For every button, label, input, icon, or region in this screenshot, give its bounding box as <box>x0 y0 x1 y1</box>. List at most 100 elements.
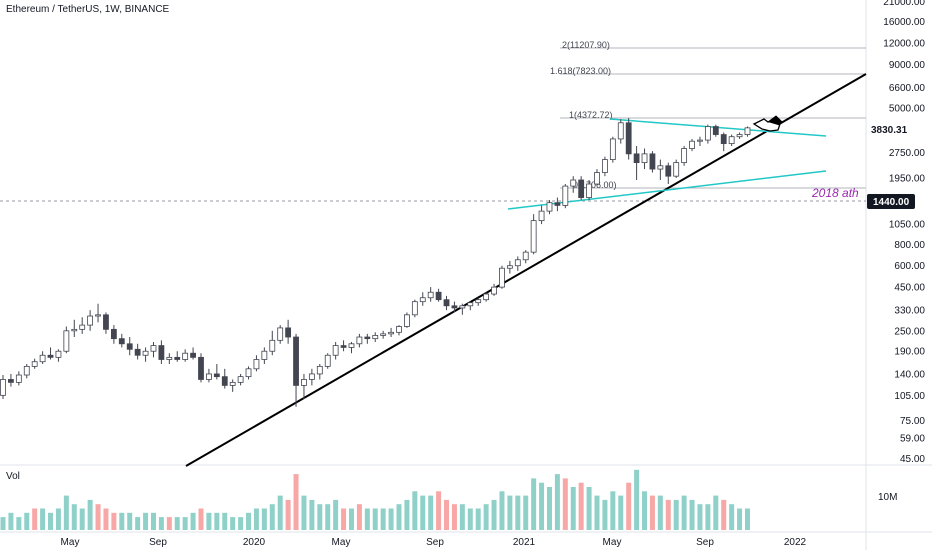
candle[interactable] <box>744 126 751 137</box>
price-axis[interactable]: 21000.00 16000.00 12000.00 9000.00 6600.00 50… <box>883 0 925 465</box>
candle[interactable] <box>39 351 46 365</box>
candle[interactable] <box>23 364 30 379</box>
candle[interactable] <box>269 330 276 356</box>
candle[interactable] <box>388 327 394 338</box>
candle[interactable] <box>657 159 664 180</box>
candle[interactable] <box>578 176 585 201</box>
candle[interactable] <box>404 312 410 328</box>
candle[interactable] <box>8 373 14 387</box>
candle[interactable] <box>308 368 315 386</box>
candle[interactable] <box>673 159 680 179</box>
candle[interactable] <box>720 132 727 152</box>
candle[interactable] <box>198 353 204 383</box>
candle[interactable] <box>459 303 466 315</box>
candle[interactable] <box>110 325 117 344</box>
candle[interactable] <box>71 319 78 338</box>
candle[interactable] <box>277 325 284 344</box>
candle[interactable] <box>356 333 363 348</box>
candle[interactable] <box>506 260 513 274</box>
candle[interactable] <box>103 312 109 334</box>
candle[interactable] <box>301 373 307 399</box>
candle[interactable] <box>372 332 379 343</box>
trendline[interactable] <box>185 73 867 467</box>
candle[interactable] <box>142 347 149 362</box>
candle[interactable] <box>31 358 38 369</box>
candle[interactable] <box>332 342 339 360</box>
candle[interactable] <box>617 119 624 144</box>
candle[interactable] <box>126 337 133 356</box>
candle[interactable] <box>0 375 6 399</box>
candle[interactable] <box>166 353 173 365</box>
channel-lower-line[interactable] <box>507 170 827 210</box>
candle[interactable] <box>665 162 672 185</box>
candle[interactable] <box>704 124 711 144</box>
candle[interactable] <box>253 355 260 372</box>
candle[interactable] <box>213 364 220 380</box>
candle[interactable] <box>681 146 688 166</box>
candle[interactable] <box>562 184 569 209</box>
candle[interactable] <box>158 340 165 365</box>
candle[interactable] <box>712 124 719 137</box>
candle[interactable] <box>55 349 62 362</box>
candle[interactable] <box>245 366 252 380</box>
candle[interactable] <box>174 351 181 362</box>
candle[interactable] <box>316 364 323 380</box>
candle[interactable] <box>134 343 141 360</box>
candle[interactable] <box>419 292 426 306</box>
candle[interactable] <box>586 179 592 201</box>
candle[interactable] <box>697 136 703 147</box>
candle[interactable] <box>396 325 402 336</box>
candle[interactable] <box>514 256 521 271</box>
candle[interactable] <box>451 301 458 313</box>
candle[interactable] <box>206 368 212 383</box>
candle[interactable] <box>118 333 125 348</box>
candle[interactable] <box>411 299 418 318</box>
candle[interactable] <box>95 303 101 323</box>
candle[interactable] <box>602 156 608 177</box>
candle[interactable] <box>293 333 299 407</box>
candle[interactable] <box>229 379 236 392</box>
candle[interactable] <box>609 136 616 163</box>
candle[interactable] <box>261 347 268 365</box>
candle[interactable] <box>221 368 228 389</box>
candle[interactable] <box>348 342 355 354</box>
candle[interactable] <box>380 330 387 339</box>
candle[interactable] <box>237 373 244 386</box>
candle[interactable] <box>594 169 600 187</box>
candle[interactable] <box>570 176 577 193</box>
candle[interactable] <box>63 326 70 354</box>
candle[interactable] <box>467 301 474 311</box>
candle[interactable] <box>689 138 695 152</box>
candle[interactable] <box>649 151 656 173</box>
candle[interactable] <box>483 292 490 302</box>
candle[interactable] <box>443 295 450 311</box>
candle[interactable] <box>633 146 640 180</box>
candle[interactable] <box>530 214 537 255</box>
candle[interactable] <box>499 265 505 289</box>
candle[interactable] <box>538 205 545 225</box>
candle[interactable] <box>79 317 86 334</box>
candle[interactable] <box>546 200 553 215</box>
candle[interactable] <box>190 347 196 360</box>
candle[interactable] <box>87 310 94 331</box>
candle[interactable] <box>324 353 331 369</box>
candle[interactable] <box>728 134 735 147</box>
candle[interactable] <box>625 118 632 160</box>
candle[interactable] <box>736 132 743 139</box>
time-axis[interactable]: May Sep 2020 May Sep 2021 May Sep 2022 <box>61 537 807 548</box>
candle[interactable] <box>554 197 561 212</box>
candle[interactable] <box>364 333 371 344</box>
candle[interactable] <box>182 349 189 362</box>
candle[interactable] <box>427 287 434 302</box>
candle[interactable] <box>435 288 442 302</box>
candle[interactable] <box>285 319 292 344</box>
candle[interactable] <box>47 347 54 360</box>
candle[interactable] <box>150 342 157 358</box>
candle[interactable] <box>475 297 482 306</box>
candle[interactable] <box>641 148 648 170</box>
candle[interactable] <box>522 250 529 264</box>
candle[interactable] <box>340 340 347 352</box>
candle[interactable] <box>491 283 497 296</box>
candle[interactable] <box>15 371 22 386</box>
